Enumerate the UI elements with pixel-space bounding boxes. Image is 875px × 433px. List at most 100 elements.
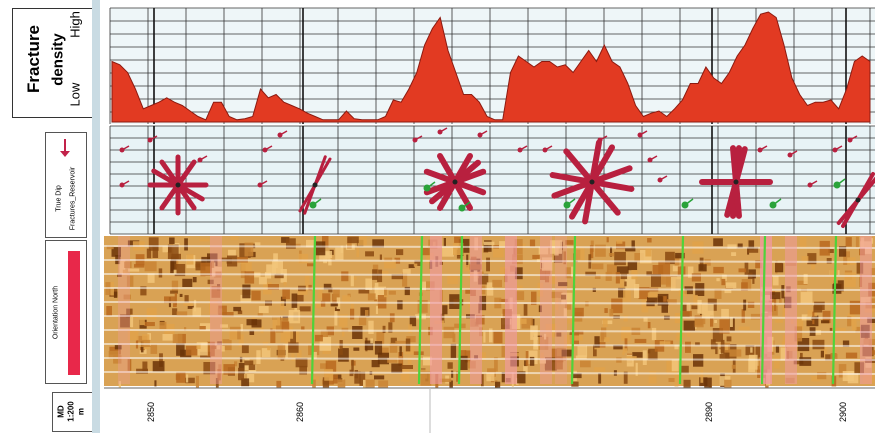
image-texture-cell [239, 356, 243, 363]
image-texture-cell [169, 237, 175, 244]
image-texture-cell [680, 365, 689, 374]
image-texture-cell [652, 265, 664, 277]
image-texture-cell [622, 352, 625, 356]
tadpole-tail [639, 130, 648, 136]
green-tadpole [681, 198, 694, 209]
image-texture-cell [185, 377, 195, 384]
image-texture-cell [800, 291, 813, 304]
image-fracture-zone [118, 236, 130, 384]
image-texture-cell [610, 246, 613, 257]
image-texture-cell [356, 242, 360, 258]
rose-center [589, 179, 595, 185]
image-texture-cell [376, 332, 385, 345]
rose-center [312, 182, 318, 188]
image-texture-cell [486, 372, 495, 382]
image-texture-cell [516, 285, 523, 291]
image-texture-cell [724, 379, 732, 389]
image-texture-cell [621, 326, 631, 341]
image-texture-cell [281, 237, 290, 243]
image-texture-cell [176, 343, 185, 356]
image-texture-cell [825, 354, 835, 361]
image-texture-cell [738, 268, 747, 273]
image-texture-cell [606, 237, 609, 243]
image-texture-cell [538, 336, 549, 350]
image-texture-cell [745, 345, 755, 356]
image-texture-cell [565, 267, 572, 279]
image-texture-cell [183, 302, 193, 306]
image-texture-cell [164, 296, 176, 304]
image-texture-cell [713, 266, 724, 274]
image-texture-cell [538, 247, 549, 255]
image-texture-cell [542, 257, 553, 271]
image-texture-cell [616, 266, 629, 274]
image-texture-cell [267, 284, 279, 290]
green-tadpole-tail [684, 198, 694, 206]
image-texture-cell [714, 320, 717, 323]
image-texture-cell [648, 376, 657, 384]
image-texture-cell [421, 247, 430, 256]
image-fracture-zone [470, 236, 482, 384]
image-texture-cell [835, 327, 846, 332]
green-tadpole [309, 198, 322, 209]
image-texture-cell [211, 259, 215, 268]
image-texture-cell [796, 316, 804, 330]
image-texture-cell [724, 290, 732, 294]
image-texture-cell [241, 262, 252, 271]
image-texture-cell [801, 256, 809, 263]
image-texture-cell [337, 379, 346, 388]
image-texture-cell [464, 350, 471, 363]
image-texture-cell [838, 364, 847, 378]
image-texture-cell [681, 304, 690, 317]
image-texture-cell [420, 281, 431, 291]
image-texture-cell [648, 348, 658, 360]
image-texture-cell [501, 343, 505, 358]
image-texture-cell [372, 239, 384, 248]
depth-tick-2890: 2890 [704, 402, 714, 422]
image-bedding-band [103, 245, 875, 249]
image-texture-cell [120, 314, 131, 328]
image-texture-cell [328, 287, 333, 293]
image-texture-cell [459, 350, 467, 361]
image-texture-cell [106, 245, 114, 250]
image-texture-cell [295, 330, 300, 346]
image-texture-cell [844, 272, 856, 288]
tadpole-tail [834, 145, 843, 151]
image-texture-cell [770, 292, 781, 300]
image-texture-cell [443, 326, 455, 339]
image-fracture-zone [540, 236, 552, 384]
image-texture-cell [382, 325, 386, 333]
image-texture-cell [406, 336, 416, 343]
image-texture-cell [170, 260, 175, 274]
image-texture-cell [683, 379, 691, 393]
image-texture-cell [558, 282, 568, 287]
image-texture-cell [727, 244, 737, 249]
image-texture-cell [714, 289, 722, 299]
image-texture-cell [658, 261, 671, 277]
tadpole-tail [259, 180, 268, 186]
image-texture-cell [223, 364, 235, 375]
image-texture-cell [483, 241, 495, 246]
image-texture-cell [315, 301, 323, 309]
image-texture-cell [162, 334, 175, 341]
image-texture-cell [661, 301, 668, 313]
image-texture-cell [530, 325, 538, 340]
image-texture-cell [563, 308, 567, 317]
image-texture-cell [722, 274, 727, 281]
image-texture-cell [514, 267, 523, 280]
tadpole-tail [199, 155, 208, 161]
image-texture-cell [591, 263, 604, 270]
image-texture-cell [665, 251, 675, 265]
tadpole-tail [849, 135, 858, 141]
image-texture-cell [170, 290, 178, 294]
image-texture-cell [209, 299, 218, 315]
image-texture-cell [244, 242, 254, 257]
image-texture-cell [621, 329, 626, 338]
image-texture-cell [382, 270, 389, 276]
image-texture-cell [575, 355, 587, 359]
image-texture-cell [159, 353, 163, 367]
image-texture-cell [594, 367, 606, 372]
image-texture-cell [594, 336, 600, 348]
image-texture-cell [683, 320, 695, 331]
image-texture-cell [173, 269, 177, 274]
image-texture-cell [458, 355, 468, 370]
